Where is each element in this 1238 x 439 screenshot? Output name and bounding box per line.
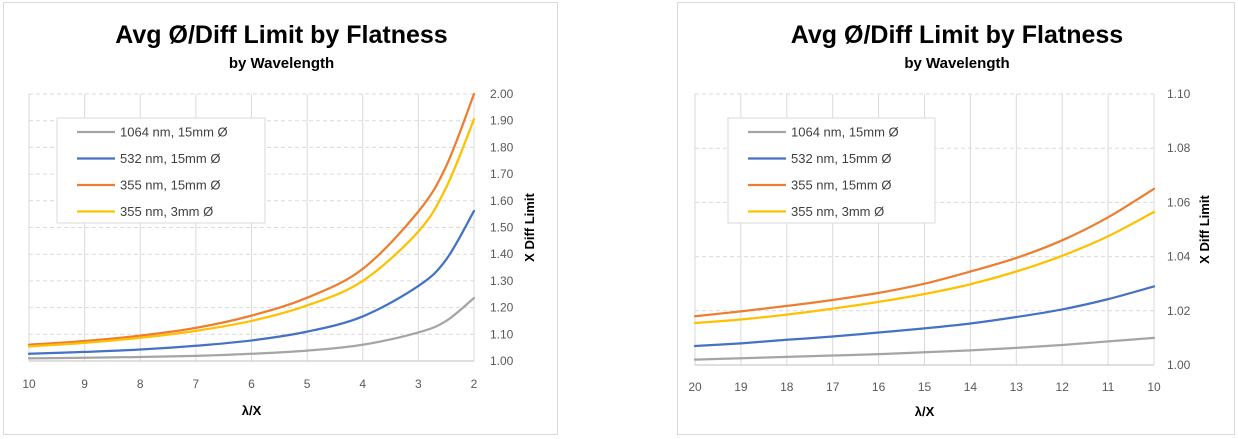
series-line-3 [27, 118, 476, 348]
chart-subtitle: by Wavelength [229, 55, 334, 72]
x-tick-label: 11 [1102, 380, 1115, 394]
x-axis-title: λ/X [242, 403, 262, 418]
x-tick-label: 15 [918, 380, 932, 394]
legend-label: 355 nm, 15mm Ø [120, 178, 220, 193]
x-axis-title: λ/X [915, 404, 935, 419]
x-tick-label: 12 [1056, 380, 1070, 394]
legend-box [727, 117, 936, 224]
y-tick-label: 1.10 [1167, 87, 1191, 101]
y-tick-label: 1.10 [490, 327, 514, 341]
legend-label: 532 nm, 15mm Ø [791, 151, 891, 166]
x-tick-label: 5 [304, 377, 311, 391]
y-tick-label: 2.00 [490, 87, 514, 101]
series-line-0 [693, 336, 1156, 361]
y-tick-label: 1.40 [490, 247, 514, 261]
chart-subtitle: by Wavelength [904, 55, 1009, 72]
x-tick-label: 19 [734, 380, 748, 394]
x-tick-label: 10 [1147, 380, 1161, 394]
x-tick-label: 10 [22, 377, 36, 391]
y-tick-label: 1.60 [490, 194, 514, 208]
x-tick-label: 17 [826, 380, 840, 394]
legend-label: 1064 nm, 15mm Ø [120, 125, 228, 140]
x-tick-label: 9 [81, 377, 88, 391]
legend: 1064 nm, 15mm Ø 532 nm, 15mm Ø 355 nm, 15m… [727, 117, 936, 224]
y-tick-label: 1.70 [490, 167, 514, 181]
chart-panel-left: Avg Ø/Diff Limit by Flatness by Wavelengt… [3, 2, 558, 435]
x-tick-label: 3 [415, 377, 422, 391]
x-tick-label: 4 [359, 377, 366, 391]
x-tick-label: 16 [872, 380, 886, 394]
x-tick-label: 6 [248, 377, 255, 391]
series-line-3 [693, 210, 1156, 325]
x-tick-label: 18 [780, 380, 794, 394]
chart-panel-right: Avg Ø/Diff Limit by Flatness by Wavelengt… [677, 2, 1235, 435]
y-tick-label: 1.08 [1167, 141, 1191, 155]
y-tick-label: 1.06 [1167, 195, 1191, 209]
x-tick-label: 14 [964, 380, 978, 394]
series-line-2 [693, 187, 1156, 318]
x-tick-label: 2 [471, 377, 478, 391]
series-line-1 [27, 209, 476, 355]
chart-right: Avg Ø/Diff Limit by Flatness by Wavelengt… [688, 21, 1212, 419]
chart-title: Avg Ø/Diff Limit by Flatness [115, 21, 447, 49]
y-tick-label: 1.50 [490, 221, 514, 235]
legend: 1064 nm, 15mm Ø 532 nm, 15mm Ø 355 nm, 15m… [56, 117, 266, 224]
x-tick-label: 13 [1010, 380, 1024, 394]
chart-left: Avg Ø/Diff Limit by Flatness by Wavelengt… [22, 21, 537, 418]
series-line-2 [27, 92, 476, 346]
series-line-1 [693, 285, 1156, 348]
legend-box [56, 117, 266, 224]
x-tick-label: 20 [688, 380, 702, 394]
chart-title: Avg Ø/Diff Limit by Flatness [791, 21, 1123, 49]
y-tick-label: 1.00 [1167, 358, 1191, 372]
legend-label: 355 nm, 3mm Ø [791, 204, 884, 219]
legend-label: 1064 nm, 15mm Ø [791, 125, 899, 140]
y-axis-title: X Diff Limit [522, 193, 537, 262]
y-tick-label: 1.04 [1167, 250, 1191, 264]
y-tick-label: 1.80 [490, 140, 514, 154]
series-line-0 [27, 296, 476, 360]
legend-label: 355 nm, 15mm Ø [791, 178, 891, 193]
y-tick-label: 1.20 [490, 301, 514, 315]
y-tick-label: 1.90 [490, 114, 514, 128]
x-tick-label: 7 [193, 377, 200, 391]
y-tick-label: 1.02 [1167, 304, 1191, 318]
y-tick-label: 1.30 [490, 274, 514, 288]
x-tick-label: 8 [137, 377, 144, 391]
y-axis-title: X Diff Limit [1197, 195, 1212, 264]
legend-label: 532 nm, 15mm Ø [120, 151, 220, 166]
legend-label: 355 nm, 3mm Ø [120, 204, 213, 219]
y-tick-label: 1.00 [490, 354, 514, 368]
